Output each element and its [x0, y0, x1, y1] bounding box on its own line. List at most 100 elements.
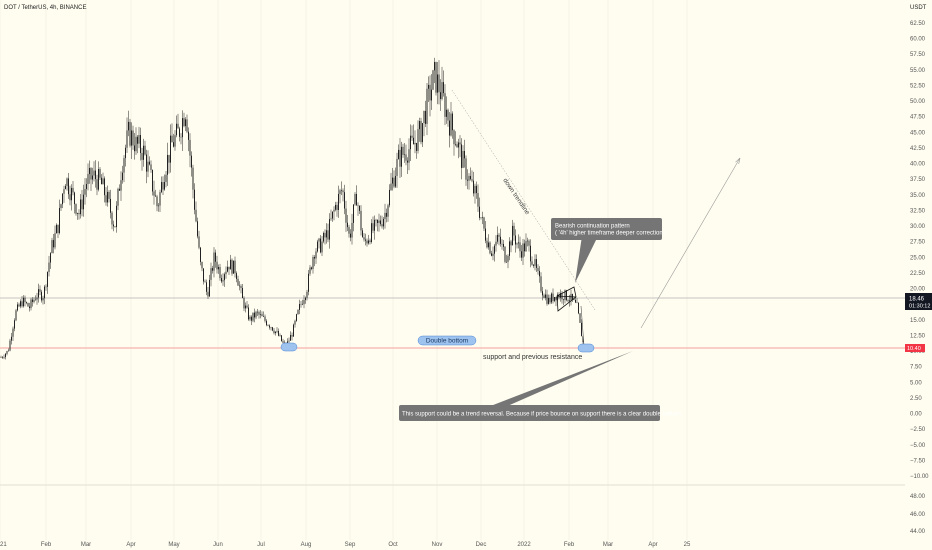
candle-body [63, 189, 65, 194]
candle-body [194, 189, 195, 210]
double-bottom-bubble[interactable] [417, 335, 477, 346]
candle-body [360, 210, 362, 231]
bearish-callout[interactable]: Bearish continuation pattern ( '4h' high… [551, 218, 666, 283]
candle-body [417, 129, 419, 151]
candle-body [369, 240, 371, 243]
candle-body [405, 154, 407, 161]
candle-body [423, 110, 425, 124]
candle-body [93, 170, 95, 176]
candle-body [36, 297, 38, 300]
candle-body [333, 209, 335, 212]
candle-body [222, 280, 224, 282]
candle-body [3, 357, 5, 358]
candle-body [437, 74, 438, 93]
candle-body [239, 285, 240, 287]
candle-body [447, 109, 449, 121]
candle-body [245, 305, 246, 309]
candle-body [186, 119, 188, 132]
price-tick-label: 42.50 [910, 146, 926, 152]
candle-body [536, 259, 537, 268]
candle-body [459, 142, 461, 145]
candle-body [105, 195, 107, 203]
candle-body [170, 135, 171, 163]
candle-body [542, 291, 543, 296]
candle-body [155, 195, 156, 197]
candle-body [396, 158, 398, 176]
candle-body [9, 340, 11, 351]
price-tick-label: 57.50 [910, 52, 926, 58]
candle-body [15, 310, 17, 321]
candle-body [143, 145, 144, 160]
time-tick-label: Sep [345, 542, 356, 548]
price-tick-label: 20.00 [910, 287, 926, 293]
candle-body [219, 267, 221, 279]
candle-body [371, 223, 372, 243]
time-tick-label: Jul [257, 542, 265, 548]
candle-body [500, 236, 501, 244]
candle-body [137, 136, 138, 144]
candle-body [264, 316, 266, 321]
candle-body [380, 220, 381, 225]
candle-body [438, 74, 440, 93]
candle-body [114, 226, 116, 228]
candle-body [473, 180, 474, 194]
candle-body [540, 276, 542, 292]
candle-body [560, 293, 561, 298]
candle-body [183, 118, 185, 127]
price-tick-label: 55.00 [910, 68, 926, 74]
time-tick-label: Feb [41, 542, 52, 548]
candle-body [87, 174, 89, 185]
candle-body [567, 300, 569, 302]
candle-body [288, 340, 290, 342]
candle-body [53, 240, 54, 248]
candle-body [270, 327, 272, 328]
time-axis[interactable]: 2021 Feb Mar Apr May Jun Jul Aug Sep Oct Nov Dec 202… [0, 542, 691, 548]
bullish-projection-arrow[interactable] [640, 157, 741, 329]
lower-pane-axis: 48.00 46.00 44.00 [910, 494, 926, 535]
flag-pattern[interactable] [556, 286, 577, 312]
time-tick-label: Aug [301, 542, 312, 548]
candle-body [207, 291, 209, 297]
bottom-marker-2[interactable] [577, 343, 595, 353]
candle-body [27, 303, 29, 307]
price-tick-label: 62.50 [910, 21, 926, 27]
candle-body [134, 145, 135, 152]
candle-body [320, 238, 321, 253]
candle-body [539, 270, 540, 277]
time-tick-label: Apr [648, 542, 657, 548]
lower-pane-tick-label: 44.00 [910, 529, 926, 535]
currency-label: USDT [910, 5, 927, 11]
price-tick-label: 52.50 [910, 83, 926, 89]
candle-body [162, 182, 164, 190]
candle-body [335, 204, 336, 210]
candle-body [411, 135, 413, 138]
candle-body [453, 130, 455, 145]
candle-body [116, 205, 117, 228]
candle-body [309, 267, 311, 274]
candle-body [132, 130, 134, 146]
candle-body [65, 185, 66, 190]
candle-body [548, 297, 549, 304]
bottom-marker-1[interactable] [280, 342, 298, 352]
candle-body [83, 194, 84, 210]
candle-body [446, 109, 447, 117]
candle-body [366, 240, 368, 244]
reversal-callout[interactable]: This support could be a trend reversal. … [399, 351, 681, 421]
candle-body [488, 242, 489, 248]
candle-body [240, 285, 242, 288]
candle-body [303, 299, 305, 305]
candle-body [165, 174, 167, 182]
candle-body [311, 267, 312, 269]
candle-body [258, 311, 260, 315]
candle-body [321, 241, 323, 253]
candle-body [359, 206, 360, 211]
candle-body [315, 251, 317, 259]
candle-body [135, 136, 137, 152]
price-tick-label: 2.50 [910, 396, 922, 402]
candle-body [357, 205, 359, 207]
candle-body [450, 113, 452, 136]
candle-body [504, 246, 506, 262]
candle-body [99, 169, 101, 178]
